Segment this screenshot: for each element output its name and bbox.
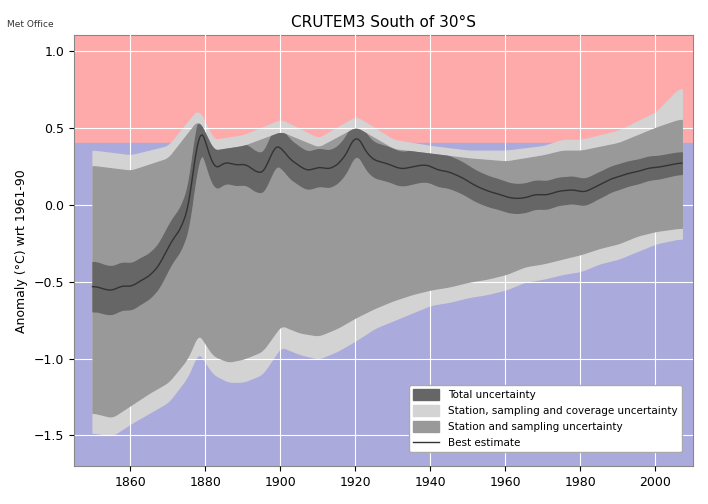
- Bar: [74, 143, 693, 466]
- Y-axis label: Anomaly (°C) wrt 1961-90: Anomaly (°C) wrt 1961-90: [15, 169, 28, 333]
- Legend: Total uncertainty, Station, sampling and coverage uncertainty, Station and sampl: Total uncertainty, Station, sampling and…: [409, 385, 682, 453]
- Text: Met Office: Met Office: [7, 20, 54, 29]
- Bar: [74, 35, 693, 143]
- Title: CRUTEM3 South of 30°S: CRUTEM3 South of 30°S: [291, 15, 476, 30]
